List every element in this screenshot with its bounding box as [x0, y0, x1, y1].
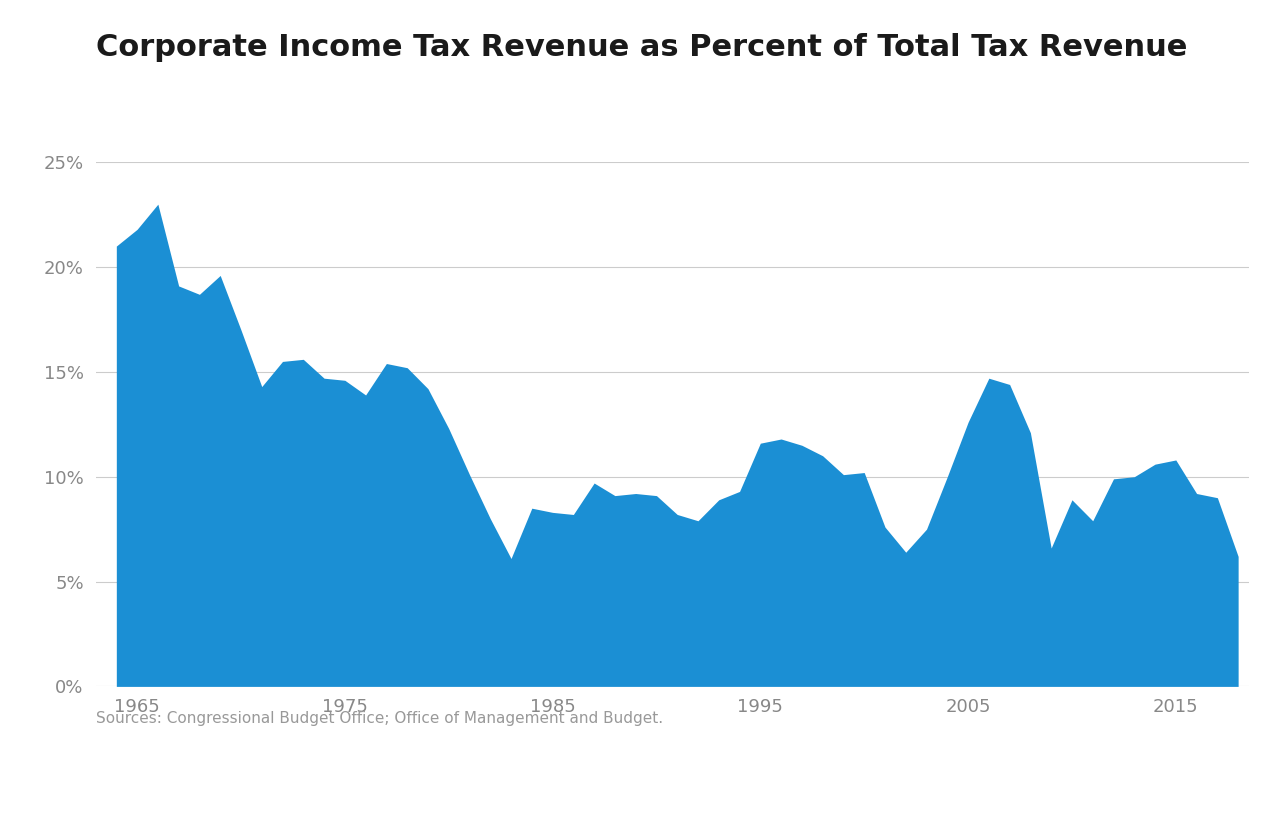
Text: TAX FOUNDATION: TAX FOUNDATION — [17, 790, 223, 811]
Text: Corporate Income Tax Revenue as Percent of Total Tax Revenue: Corporate Income Tax Revenue as Percent … — [96, 33, 1187, 62]
Text: Sources: Congressional Budget Office; Office of Management and Budget.: Sources: Congressional Budget Office; Of… — [96, 711, 662, 726]
Text: @TaxFoundation: @TaxFoundation — [1065, 790, 1257, 811]
